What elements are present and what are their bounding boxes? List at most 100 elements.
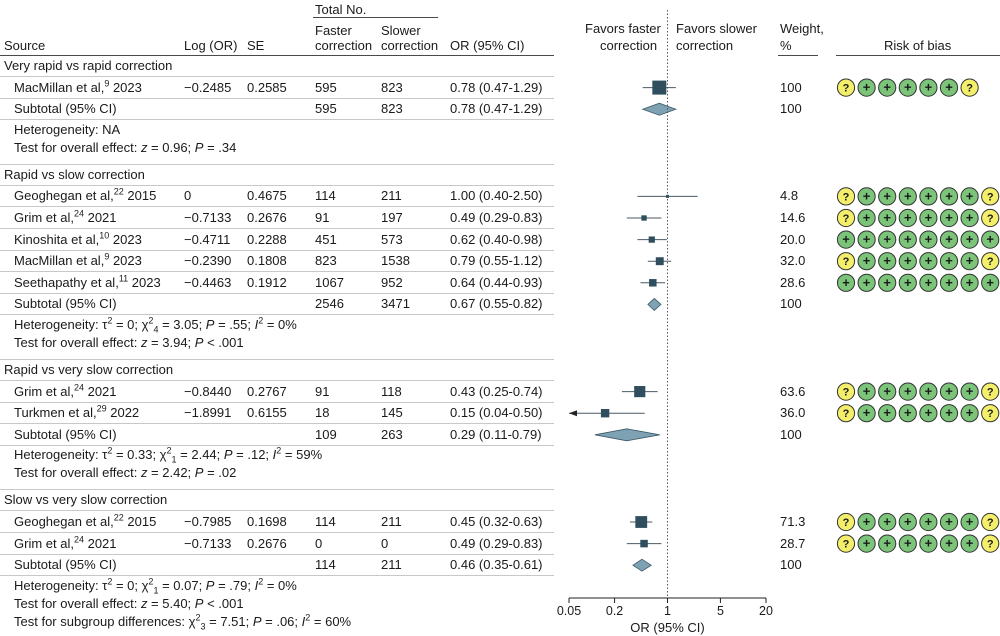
- study-slower-n: 211: [381, 188, 402, 204]
- rob-symbol: +: [863, 275, 871, 290]
- study-row-rule: [0, 532, 554, 533]
- rob-symbol: +: [904, 232, 912, 247]
- rob-low-icon: [939, 252, 959, 271]
- rob-low-icon: [939, 208, 959, 228]
- subtotal-faster-n: 109: [315, 426, 337, 442]
- rob-symbol: +: [986, 275, 994, 290]
- group-separator: [0, 489, 554, 491]
- header-logor: Log (OR): [184, 38, 238, 53]
- rob-symbol: +: [945, 253, 953, 268]
- rob-symbol: +: [925, 384, 933, 399]
- rob-low-icon: [878, 208, 897, 228]
- rob-low-icon: [939, 187, 959, 206]
- rob-low-icon: [878, 534, 897, 553]
- subtotal-slower-n: 823: [381, 101, 403, 117]
- rob-low-icon: [857, 78, 876, 97]
- rob-low-icon: [857, 404, 876, 423]
- subtotal-label: Subtotal (95% CI): [14, 101, 117, 117]
- study-faster-n: 451: [315, 231, 337, 247]
- rob-symbol: +: [945, 210, 953, 225]
- study-logor: −0.4711: [184, 231, 231, 247]
- study-faster-n: 114: [315, 188, 336, 204]
- rob-symbol: +: [883, 210, 891, 225]
- study-name: Kinoshita et al,10 2023: [14, 230, 142, 247]
- rob-low-icon: [898, 512, 917, 532]
- rob-low-icon: [981, 230, 1000, 249]
- subtotal-or-ci: 0.78 (0.47-1.29): [450, 101, 543, 117]
- subtotal-weight: 100: [780, 557, 802, 573]
- rob-low-icon: [960, 404, 979, 423]
- study-faster-n: 1067: [315, 274, 344, 290]
- study-row-rule: [0, 401, 554, 403]
- header-favors-slower-2: correction: [676, 38, 734, 53]
- rob-symbol: +: [966, 232, 974, 247]
- rob-low-icon: [898, 382, 917, 401]
- header-weight-2: %: [780, 38, 792, 53]
- subtotal-faster-n: 114: [315, 557, 336, 573]
- study-or-ci: 0.49 (0.29-0.83): [450, 535, 543, 551]
- study-logor: −0.7133: [184, 210, 232, 225]
- study-faster-n: 91: [315, 210, 330, 225]
- study-weight: 71.3: [780, 514, 806, 529]
- study-name: Grim et al,24 2021: [14, 208, 117, 225]
- rob-low-icon: [857, 187, 876, 206]
- rob-symbol: +: [883, 405, 891, 420]
- rob-symbol: +: [966, 188, 974, 203]
- study-weight: 36.0: [780, 405, 806, 421]
- study-name: Grim et al,24 2021: [14, 534, 117, 551]
- study-logor: −1.8991: [184, 405, 232, 421]
- study-weight: 4.8: [780, 188, 799, 204]
- rob-symbol: ?: [843, 256, 850, 268]
- group-note: Test for overall effect: z = 0.96; P = .…: [14, 139, 237, 155]
- study-marker: [634, 386, 646, 398]
- rob-low-icon: [919, 78, 938, 97]
- group-title: Slow vs very slow correction: [4, 492, 168, 508]
- study-name: MacMillan et al,9 2023: [14, 251, 142, 269]
- rob-symbol: +: [904, 188, 912, 203]
- study-name: Geoghegan et al,22 2015: [14, 512, 157, 529]
- rob-symbol: +: [966, 514, 974, 529]
- rob-low-icon: [919, 187, 938, 206]
- rob-low-icon: [898, 404, 917, 423]
- study-or-ci: 0.43 (0.25-0.74): [450, 383, 543, 399]
- subtotal-faster-n: 2546: [315, 296, 344, 312]
- rob-low-icon: [857, 273, 876, 292]
- rob-low-icon: [960, 512, 979, 532]
- rob-low-icon: [960, 208, 979, 228]
- rob-symbol: ?: [843, 387, 850, 399]
- subtotal-or-ci: 0.29 (0.11-0.79): [450, 426, 542, 442]
- study-marker: [640, 539, 648, 548]
- group-title-rule: [0, 76, 554, 77]
- rob-symbol: +: [925, 536, 933, 551]
- study-slower-n: 211: [381, 514, 402, 529]
- rob-low-icon: [878, 230, 897, 249]
- rob-symbol: +: [863, 188, 871, 203]
- rob-low-icon: [878, 78, 897, 97]
- subtotal-faster-n: 595: [315, 101, 337, 117]
- rob-symbol: +: [863, 210, 871, 225]
- group-note: Heterogeneity: τ2 = 0; χ21 = 0.07; P = .…: [14, 576, 297, 596]
- study-logor: −0.7133: [184, 535, 232, 551]
- study-row-rule: [0, 553, 554, 555]
- rob-unclear-icon: [960, 78, 979, 97]
- rob-low-icon: [919, 404, 938, 423]
- study-weight: 20.0: [780, 231, 806, 247]
- group-note: Heterogeneity: NA: [14, 121, 121, 137]
- rob-symbol: ?: [843, 191, 850, 203]
- rob-low-icon: [857, 208, 876, 228]
- rob-unclear-icon: [836, 252, 856, 271]
- study-or-ci: 0.64 (0.44-0.93): [450, 274, 543, 290]
- rob-low-icon: [981, 273, 1000, 292]
- rob-low-icon: [939, 534, 959, 553]
- subtotal-diamond: [647, 297, 662, 311]
- study-logor: −0.2485: [184, 79, 232, 95]
- study-weight: 63.6: [780, 383, 806, 399]
- study-logor: −0.8440: [184, 383, 232, 399]
- group-note: Test for overall effect: z = 2.42; P = .…: [14, 465, 237, 481]
- study-or-ci: 0.78 (0.47-1.29): [450, 79, 543, 95]
- rob-symbol: +: [966, 384, 974, 399]
- study-or-ci: 0.79 (0.55-1.12): [450, 253, 543, 269]
- group-note: Heterogeneity: τ2 = 0; χ24 = 3.05; P = .…: [14, 315, 297, 335]
- rob-low-icon: [898, 78, 917, 97]
- rob-symbol: +: [966, 405, 974, 420]
